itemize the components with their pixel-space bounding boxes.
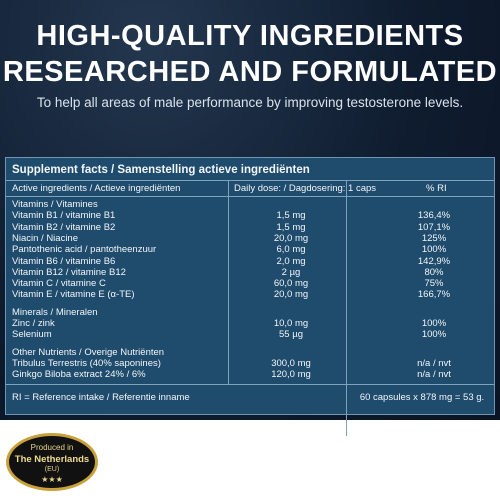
ri-percent: 107,1% [417, 221, 451, 233]
column-divider [228, 180, 229, 384]
title: RESEARCHED AND FORMULATED [2, 56, 498, 88]
daily-dose: 10,0 mg [273, 318, 309, 329]
supplement-table: Supplement facts / Samenstelling actieve… [5, 157, 495, 436]
ingredient: Ginkgo Biloba extract 24% / 6% [12, 369, 146, 381]
daily-dose: 1,5 mg [276, 221, 306, 233]
ri-percent: 75% [424, 278, 444, 290]
ri-percent: n/a / nvt [417, 369, 451, 381]
ri-percent: 142,9% [417, 255, 451, 267]
badge-text: The Netherlands [14, 454, 90, 465]
table-title: Supplement facts / Samenstelling actieve… [12, 164, 310, 176]
column-header: % RI [426, 183, 447, 194]
row-divider [6, 180, 494, 181]
row-divider [6, 196, 494, 197]
title: HIGH-QUALITY INGREDIENTS [36, 20, 464, 52]
ingredient: Zinc / zink [12, 318, 55, 329]
ingredient: Vitamin E / vitamine E (α-TE) [12, 289, 135, 301]
footer-note: RI = Reference intake / Referentie innam… [12, 392, 190, 403]
daily-dose: 60,0 mg [273, 278, 309, 290]
badge-stars: ★★★ [41, 475, 63, 484]
ingredient: Vitamin C / vitamine C [12, 278, 106, 290]
ri-percent: 100% [421, 329, 447, 341]
daily-dose: 20,0 mg [273, 289, 309, 301]
ingredient: Pantothenic acid / pantotheenzuur [12, 244, 157, 256]
ri-percent: 80% [424, 266, 444, 278]
ingredient: Selenium [12, 329, 52, 341]
daily-dose: 2 µg [281, 266, 301, 278]
ri-percent: 100% [421, 244, 447, 256]
badge-text: Produced in [30, 443, 74, 452]
ingredient: Vitamin B1 / vitamine B1 [12, 210, 116, 222]
daily-dose: 2,0 mg [276, 255, 306, 267]
section-label: Vitamins / Vitamines [12, 199, 98, 210]
ingredient: Tribulus Terrestris (40% saponines) [12, 357, 161, 369]
column-divider [346, 180, 347, 436]
daily-dose: 6,0 mg [276, 244, 306, 256]
daily-dose: 1,5 mg [276, 210, 306, 222]
origin-badge: Produced in The Netherlands (EU) ★★★ [6, 433, 98, 491]
column-header: Daily dose: / Dagdosering: 1 caps [234, 183, 377, 194]
ri-percent: 136,4% [417, 210, 451, 222]
ri-percent: 100% [421, 318, 447, 329]
section-label: Other Nutrients / Overige Nutriënten [12, 346, 165, 358]
ingredient: Niacin / Niacine [12, 232, 78, 244]
ri-percent: n/a / nvt [417, 357, 451, 369]
ingredient: Vitamin B12 / vitamine B12 [12, 266, 126, 278]
ri-percent: 166,7% [417, 289, 451, 301]
table-body: Supplement facts / Samenstelling actieve… [6, 158, 494, 436]
badge-text: (EU) [44, 466, 60, 473]
daily-dose: 20,0 mg [273, 232, 309, 244]
daily-dose: 300,0 mg [271, 357, 311, 369]
ingredient: Vitamin B2 / vitamine B2 [12, 221, 116, 233]
ri-percent: 125% [421, 232, 447, 244]
row-divider [6, 384, 494, 385]
daily-dose: 55 µg [279, 329, 303, 341]
footer-note: 60 capsules x 878 mg = 53 g. [359, 392, 485, 403]
column-header: Active ingredients / Actieve ingrediënte… [12, 183, 181, 194]
daily-dose: 120,0 mg [271, 369, 311, 381]
section-label: Minerals / Mineralen [12, 306, 98, 318]
ingredient: Vitamin B6 / vitamine B6 [12, 255, 116, 267]
subtitle: To help all areas of male performance by… [36, 95, 464, 110]
